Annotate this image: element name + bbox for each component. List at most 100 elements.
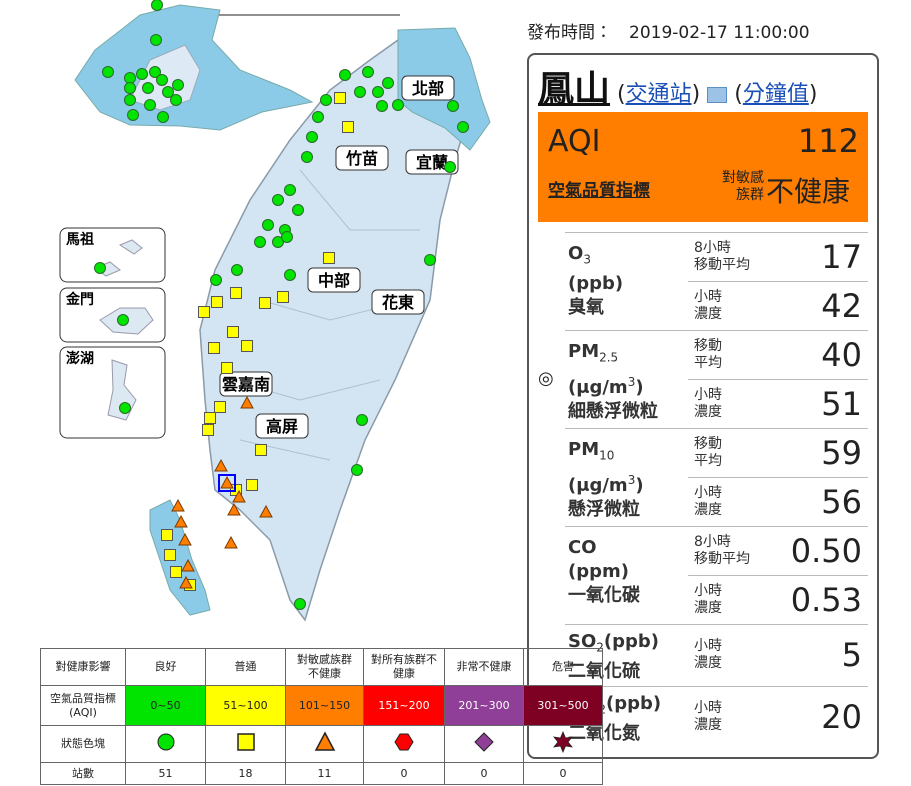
separator (565, 428, 868, 429)
station-sensitive (171, 498, 185, 512)
row-value: 0.53 (790, 580, 862, 619)
pollutant-name: PM2.5 (μg/m3) 細懸浮微粒 (568, 340, 658, 424)
legend-aqi: 201~300 (444, 685, 524, 726)
marker-wrap: ◎ (538, 368, 554, 389)
row-label: 小時 濃度 (694, 583, 722, 617)
station-good (294, 598, 306, 610)
station-good (172, 79, 184, 91)
pollutant-sub: 10 (599, 448, 615, 463)
legend-aqi: 301~500 (523, 685, 603, 726)
pollutant-symbol: CO (568, 537, 597, 558)
unit-line: (ppm) (568, 560, 640, 584)
unit-line: (ppb) (568, 272, 623, 296)
legend-icon-cell (285, 725, 364, 763)
station-good (351, 464, 363, 476)
region-box (401, 75, 455, 101)
chart-icon[interactable] (707, 87, 728, 103)
label-line: 濃度 (694, 305, 722, 322)
paren: ) (691, 82, 701, 107)
row-label: 小時 濃度 (694, 387, 722, 421)
island-label: 金門 (65, 291, 94, 308)
icon-very-unhealthy (474, 732, 494, 752)
label-line: 小時 (694, 288, 722, 305)
station-sensitive (259, 504, 273, 518)
label-line: 小時 (694, 484, 722, 501)
station-moderate (164, 549, 176, 561)
station-moderate (334, 92, 346, 104)
station-sensitive (232, 489, 246, 503)
station-good (156, 74, 168, 86)
aqi-status: 不健康 (766, 175, 851, 208)
station-good (144, 99, 156, 111)
name-line: SO2(ppb) (568, 630, 659, 660)
legend-count: 11 (285, 762, 364, 785)
pollutant-zh: 一氧化碳 (568, 585, 640, 606)
pollutant-unit: (ppb) (606, 693, 662, 714)
region-box (255, 413, 309, 439)
legend-row: 站數 51 18 11 0 0 0 (40, 762, 603, 785)
pollutant-unit: (μg/m (568, 376, 628, 398)
row-label: 小時 濃度 (694, 638, 722, 672)
station-good (301, 151, 313, 163)
station-good (354, 86, 366, 98)
station-good (281, 231, 293, 243)
paren: ( (734, 82, 743, 107)
legend-row: 空氣品質指標(AQI) 0~50 51~100 101~150 151~200 201~3… (40, 685, 603, 726)
legend-row: 對健康影響 良好 普通 對敏感族群不健康 對所有族群不健康 非常不健康 危害 (40, 648, 603, 686)
station-good (376, 100, 388, 112)
region-label: 雲嘉南 (222, 375, 270, 394)
station-moderate (323, 252, 335, 264)
station-header: 鳳山 (交通站) (分鐘值) (538, 60, 817, 112)
aqi-label: AQI (548, 124, 601, 159)
station-moderate (221, 362, 233, 374)
pollutant-unit: (ppm) (568, 561, 629, 582)
icon-sensitive (314, 731, 335, 751)
station-sensitive (224, 535, 238, 549)
row-label: 小時 濃度 (694, 289, 722, 323)
region-box (219, 371, 273, 397)
row-label: 8小時 移動平均 (694, 240, 750, 274)
station-good (170, 94, 182, 106)
station-moderate (342, 121, 354, 133)
station-good (382, 77, 394, 89)
minute-link[interactable]: 分鐘值 (742, 82, 809, 107)
station-name: 鳳山 (538, 69, 611, 110)
row-label: 8小時 移動平均 (694, 534, 750, 568)
label-line: 濃度 (694, 655, 722, 671)
station-moderate (202, 424, 214, 436)
station-type-link[interactable]: 交通站 (625, 82, 692, 107)
county-border (229, 169, 420, 461)
pollutant-unit: (ppb) (568, 272, 624, 294)
aqi-value: 112 (797, 122, 859, 160)
pollutant-name: PM10 (μg/m3) 懸浮微粒 (568, 438, 644, 522)
station-moderate (259, 297, 271, 309)
label-line: 移動平均 (694, 256, 750, 273)
station-moderate (227, 326, 239, 338)
station-good (447, 100, 459, 112)
region-label: 高屏 (266, 417, 298, 436)
station-moderate (230, 287, 242, 299)
station-moderate (214, 401, 226, 413)
legend-header: 良好 (125, 648, 206, 686)
label-line: 小時 (694, 700, 722, 716)
aqi-caption[interactable]: 空氣品質指標 (548, 181, 650, 201)
row-label: 小時 濃度 (694, 485, 722, 519)
station-good (272, 194, 284, 206)
legend-aqi: 151~200 (363, 685, 445, 726)
station-good (254, 236, 266, 248)
legend-icon (157, 733, 174, 751)
station-good (292, 204, 304, 216)
island-label: 馬祖 (66, 231, 94, 248)
group-line: 對敏感 (722, 170, 764, 186)
legend-count: 0 (363, 762, 445, 785)
station-good (306, 131, 318, 143)
legend-icon (236, 733, 255, 751)
legend-header: 普通 (205, 648, 286, 686)
legend-icon (314, 731, 335, 751)
row-value: 40 (821, 335, 862, 374)
pollutant-name: O3 (ppb) 臭氧 (568, 242, 623, 320)
station-good (284, 269, 296, 281)
name-line: PM10 (568, 438, 644, 468)
paren: ) (808, 82, 818, 107)
